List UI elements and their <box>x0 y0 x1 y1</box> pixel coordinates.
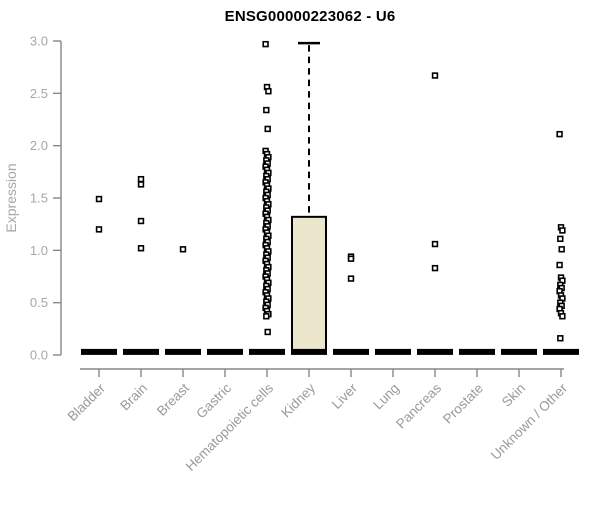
series-unknown-other <box>543 130 579 355</box>
median-bar <box>81 348 117 355</box>
data-point <box>347 255 355 262</box>
data-point <box>263 106 270 114</box>
data-point <box>137 245 145 252</box>
data-point <box>556 261 563 269</box>
data-point <box>137 175 145 183</box>
series-breast <box>165 246 201 355</box>
chart-title: ENSG00000223062 - U6 <box>224 8 396 25</box>
data-point <box>95 226 103 233</box>
series-hematopoietic-cells <box>249 40 285 355</box>
y-tick-label: 2.5 <box>30 86 48 101</box>
data-point <box>265 88 272 95</box>
y-tick-label: 1.5 <box>30 191 48 206</box>
median-bar <box>333 348 369 355</box>
y-tick-label: 3.0 <box>30 34 48 49</box>
y-axis: 0.0 0.5 1.0 1.5 2.0 2.5 3.0 Expression <box>3 34 62 363</box>
y-tick-label: 1.0 <box>30 243 48 258</box>
median-bar <box>417 348 453 355</box>
data-point <box>431 72 439 79</box>
median-bar <box>207 348 243 355</box>
data-point <box>557 235 564 243</box>
x-category-label: Pancreas <box>393 380 444 431</box>
data-point <box>431 240 439 248</box>
median-bar <box>501 348 537 355</box>
x-category-label: Breast <box>154 380 192 418</box>
median-bar <box>459 348 495 355</box>
data-point <box>262 40 269 48</box>
x-category-label: Gastric <box>193 380 234 421</box>
median-bar <box>375 348 411 355</box>
data-point <box>137 217 145 225</box>
series-skin <box>501 348 537 355</box>
median-bar <box>291 348 327 355</box>
series-gastric <box>207 348 243 355</box>
series-prostate <box>459 348 495 355</box>
series-pancreas <box>417 72 453 355</box>
box <box>291 215 327 353</box>
data-point <box>559 227 566 234</box>
data-point <box>264 125 271 133</box>
data-point <box>95 195 103 203</box>
data-point <box>179 246 187 253</box>
data-point <box>557 335 564 342</box>
median-bar <box>249 348 285 355</box>
x-category-label: Unknown / Other <box>488 380 571 463</box>
data-point <box>347 275 355 282</box>
y-tick-label: 2.0 <box>30 138 48 153</box>
median-bar <box>543 348 579 355</box>
x-category-label: Kidney <box>278 380 318 420</box>
y-axis-title: Expression <box>3 163 19 232</box>
data-point <box>137 181 145 188</box>
data-point <box>558 246 565 253</box>
median-bar <box>123 348 159 355</box>
data-point <box>264 328 271 336</box>
x-category-label: Lung <box>370 381 402 413</box>
x-category-label: Bladder <box>65 380 109 424</box>
series-kidney <box>291 41 327 355</box>
x-category-label: Skin <box>499 381 528 410</box>
data-point <box>431 264 439 272</box>
x-category-label: Brain <box>117 381 150 414</box>
series-liver <box>333 253 369 355</box>
data-point <box>556 130 563 138</box>
y-tick-label: 0.0 <box>30 348 48 363</box>
x-category-label: Prostate <box>440 381 486 427</box>
median-bar <box>165 348 201 355</box>
series-bladder <box>81 195 117 355</box>
series-brain <box>123 175 159 355</box>
data-point <box>263 313 270 320</box>
data-point <box>559 313 566 320</box>
y-tick-label: 0.5 <box>30 295 48 310</box>
series-lung <box>375 348 411 355</box>
x-category-label: Liver <box>329 380 361 412</box>
